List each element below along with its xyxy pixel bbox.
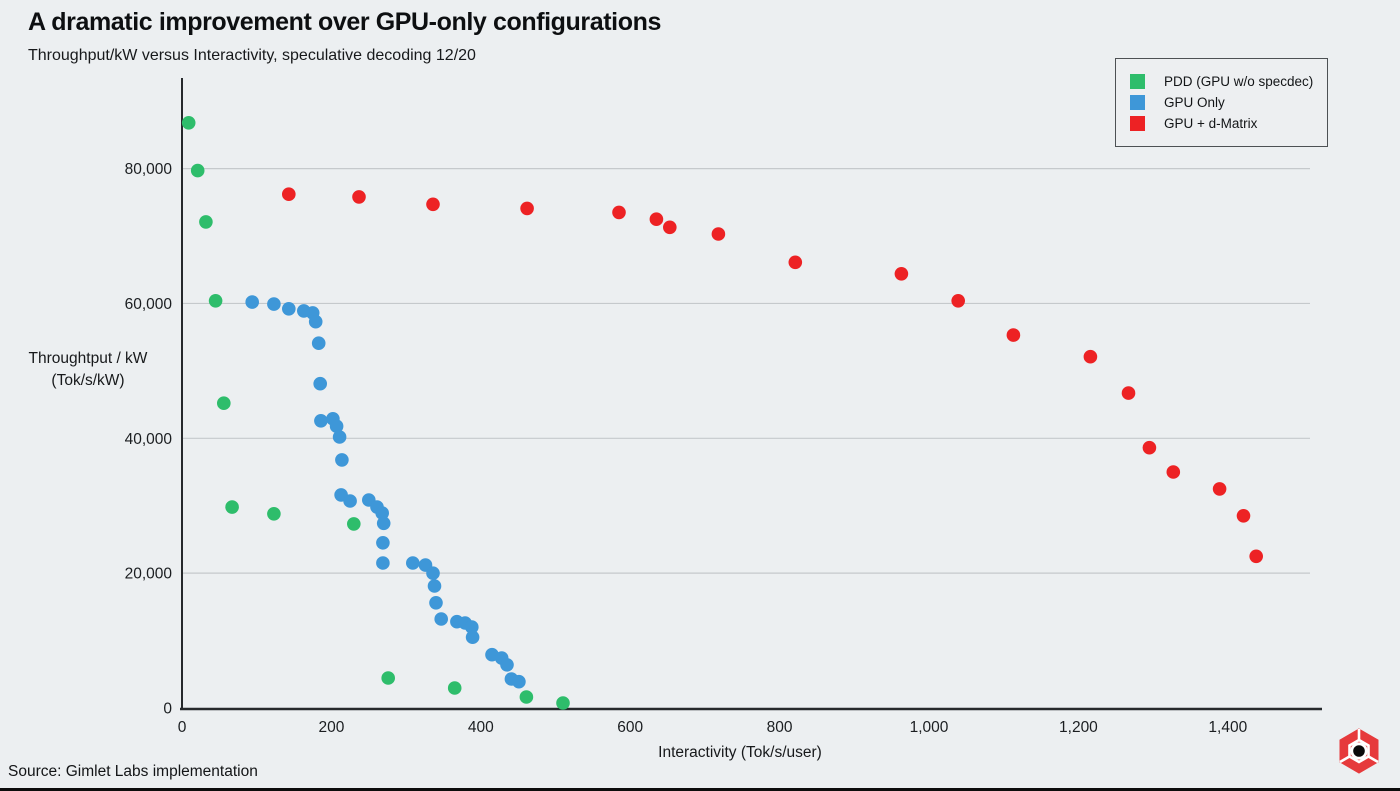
y-tick-label: 40,000 (125, 431, 173, 448)
data-point (375, 506, 390, 520)
data-point (788, 255, 803, 270)
x-tick-label: 400 (468, 719, 494, 736)
data-point (1166, 465, 1181, 479)
data-point (311, 336, 326, 351)
data-point (1142, 440, 1157, 455)
data-point (520, 201, 534, 216)
data-point (190, 163, 205, 178)
data-point (556, 696, 570, 710)
y-axis-title-line1: Throughtput / kW (28, 350, 148, 367)
data-point (329, 419, 344, 434)
data-point (376, 556, 390, 570)
bottom-bar (0, 788, 1400, 791)
y-tick-label: 20,000 (125, 566, 173, 583)
data-point (711, 227, 726, 241)
data-point (347, 517, 361, 531)
legend-item-label: PDD (GPU w/o specdec) (1164, 74, 1314, 89)
data-point (426, 197, 440, 212)
page-title: A dramatic improvement over GPU-only con… (28, 8, 661, 36)
data-point (343, 494, 357, 508)
legend-item-pdd: PDD (GPU w/o specdec) (1130, 74, 1327, 90)
y-tick-label: 60,000 (125, 296, 173, 313)
data-point (352, 190, 366, 204)
legend-swatch-red (1130, 116, 1145, 131)
legend-item-label: GPU Only (1164, 95, 1225, 110)
data-point (314, 414, 328, 428)
data-point (381, 671, 396, 685)
data-point (465, 620, 479, 634)
data-point (335, 453, 349, 467)
data-point (376, 536, 390, 550)
data-point (649, 212, 664, 226)
data-point (429, 596, 443, 610)
legend-swatch-blue (1130, 95, 1145, 110)
data-point (1083, 349, 1098, 364)
x-tick-label: 0 (178, 719, 187, 736)
data-point (225, 500, 239, 514)
data-point (894, 267, 909, 281)
data-point (1249, 549, 1263, 564)
y-tick-label: 80,000 (125, 161, 173, 178)
legend: PDD (GPU w/o specdec) GPU Only GPU + d-M… (1115, 58, 1328, 147)
data-point (512, 674, 526, 689)
data-point (267, 297, 281, 311)
legend-item-gpu-only: GPU Only (1130, 95, 1327, 111)
data-point (406, 556, 420, 570)
x-axis-title: Interactivity (Tok/s/user) (658, 744, 822, 761)
data-point (434, 612, 449, 626)
data-point (267, 507, 281, 521)
legend-item-dmatrix: GPU + d-Matrix (1130, 116, 1327, 132)
data-point (612, 205, 626, 220)
x-tick-label: 1,200 (1059, 719, 1098, 736)
data-point (308, 314, 323, 329)
gimlet-logo (1339, 728, 1379, 774)
data-point (1006, 328, 1021, 342)
data-point (1212, 482, 1227, 496)
data-point (217, 396, 231, 411)
data-point (1236, 509, 1251, 523)
x-tick-label: 1,400 (1208, 719, 1247, 736)
data-point (181, 116, 196, 130)
data-point (376, 516, 391, 531)
data-point (465, 630, 480, 644)
data-point (426, 566, 440, 580)
data-point (282, 187, 296, 201)
data-point (282, 302, 296, 316)
data-point (519, 690, 534, 704)
data-point (951, 294, 965, 308)
legend-swatch-green (1130, 74, 1145, 89)
y-axis-title: Throughtput / kW (Tok/s/kW) (8, 348, 168, 392)
data-point (447, 681, 462, 695)
data-point (427, 579, 442, 593)
data-point (208, 294, 223, 308)
data-point (199, 215, 213, 229)
data-point (313, 376, 328, 391)
source-note: Source: Gimlet Labs implementation (8, 763, 258, 780)
data-point (663, 220, 677, 235)
y-axis-title-line2: (Tok/s/kW) (51, 372, 125, 389)
x-tick-label: 800 (767, 719, 793, 736)
y-tick-label: 0 (163, 701, 172, 718)
x-tick-label: 200 (318, 719, 344, 736)
data-point (1121, 386, 1136, 400)
data-point (500, 658, 514, 672)
legend-item-label: GPU + d-Matrix (1164, 116, 1258, 131)
data-point (332, 430, 347, 444)
x-tick-label: 600 (617, 719, 643, 736)
page-subtitle: Throughput/kW versus Interactivity, spec… (28, 47, 476, 64)
x-tick-label: 1,000 (910, 719, 949, 736)
data-point (245, 295, 259, 309)
